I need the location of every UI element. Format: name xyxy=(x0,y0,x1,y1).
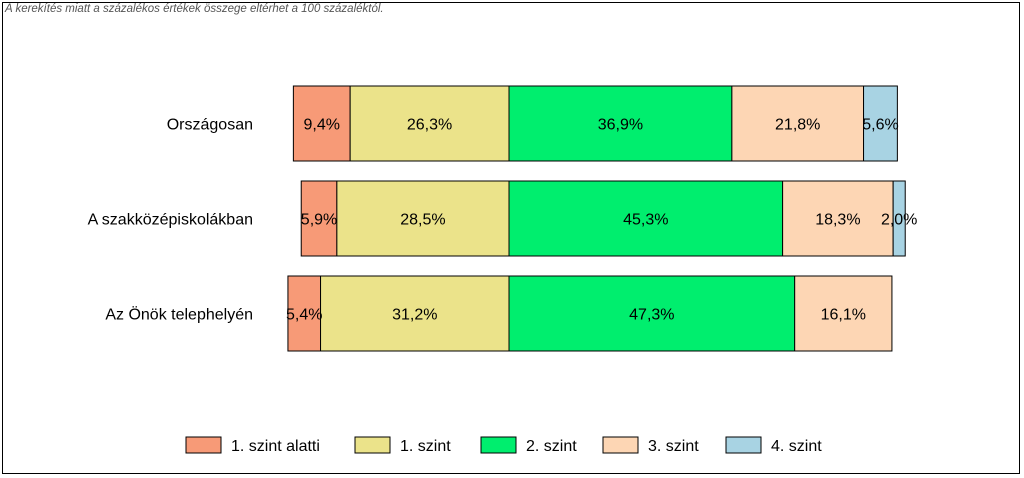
legend-item: 1. szint xyxy=(354,436,451,455)
legend-label: 4. szint xyxy=(771,438,822,455)
legend-label: 3. szint xyxy=(648,438,699,455)
data-label: 36,9% xyxy=(598,117,643,134)
bar-segment xyxy=(863,85,898,162)
bar-segment xyxy=(287,275,322,352)
category-label: A szakközépiskolákban xyxy=(88,212,253,229)
bar-segment xyxy=(292,85,351,162)
bar-segment xyxy=(782,180,894,257)
data-label: 21,8% xyxy=(775,117,820,134)
category-label: Országosan xyxy=(167,117,253,134)
data-label: 5,4% xyxy=(286,307,322,324)
bar-segment xyxy=(508,85,733,162)
legend-swatch xyxy=(725,436,762,454)
data-label: 9,4% xyxy=(304,117,340,134)
bar-segment xyxy=(731,85,865,162)
bar-segment xyxy=(320,275,510,352)
bar-segment xyxy=(794,275,893,352)
data-label: 2,0% xyxy=(881,212,917,229)
bar-segment xyxy=(300,180,338,257)
data-label: 26,3% xyxy=(407,117,452,134)
bar-segment xyxy=(336,180,510,257)
data-label: 31,2% xyxy=(392,307,437,324)
data-label: 45,3% xyxy=(623,212,668,229)
data-label: 28,5% xyxy=(400,212,445,229)
legend-item: 1. szint alatti xyxy=(185,436,320,455)
data-label: 47,3% xyxy=(629,307,674,324)
legend-item: 3. szint xyxy=(602,436,699,455)
category-label: Az Önök telephelyén xyxy=(105,306,253,324)
bar-segment xyxy=(508,180,784,257)
legend-label: 1. szint alatti xyxy=(231,438,320,455)
legend-label: 1. szint xyxy=(400,438,451,455)
bar-segment xyxy=(892,180,906,257)
data-label: 5,9% xyxy=(301,212,337,229)
legend-label: 2. szint xyxy=(526,438,577,455)
legend-item: 2. szint xyxy=(480,436,577,455)
data-label: 18,3% xyxy=(815,212,860,229)
data-label: 16,1% xyxy=(821,307,866,324)
legend-swatch xyxy=(354,436,391,454)
legend-item: 4. szint xyxy=(725,436,822,455)
legend-swatch xyxy=(185,436,222,454)
rounding-note: A kerekítés miatt a százalékos értékek ö… xyxy=(5,3,384,15)
legend-swatch xyxy=(602,436,639,454)
legend-swatch xyxy=(480,436,517,454)
data-label: 5,6% xyxy=(862,117,898,134)
